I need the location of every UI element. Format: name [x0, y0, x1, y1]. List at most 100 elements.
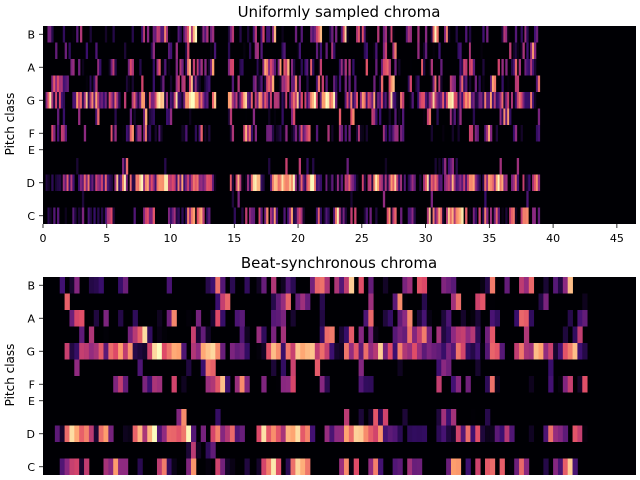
heatmap-cell-B	[382, 277, 389, 294]
heatmap-cell-F	[248, 125, 252, 142]
heatmap-cell-G#	[127, 75, 131, 92]
heatmap-cell-G	[329, 92, 332, 109]
heatmap-cell-B	[162, 26, 165, 43]
heatmap-cell-G	[321, 92, 324, 109]
heatmap-cell-A	[518, 59, 521, 76]
heatmap-cell-G	[152, 92, 155, 109]
heatmap-cell-G	[74, 343, 80, 360]
heatmap-cell-C	[108, 207, 111, 224]
heatmap-cell-F	[183, 125, 186, 142]
heatmap-cell-C	[455, 207, 458, 224]
heatmap-cell-D	[261, 425, 267, 442]
heatmap-cell-A	[93, 310, 100, 327]
heatmap-cell-D	[434, 174, 437, 191]
heatmap-cell-D	[93, 174, 96, 191]
heatmap-cell-F	[488, 125, 491, 142]
heatmap-cell-G	[229, 343, 236, 360]
heatmap-cell-G	[211, 92, 215, 109]
heatmap-cell-G	[460, 343, 466, 360]
heatmap-cell-C	[394, 207, 397, 224]
heatmap-cell-A#	[167, 42, 171, 59]
heatmap-cell-D	[290, 425, 296, 442]
heatmap-cell-A	[281, 59, 284, 76]
heatmap-cell-F#	[137, 359, 143, 376]
heatmap-cell-B	[79, 26, 83, 43]
heatmap-cell-A#	[375, 42, 378, 59]
heatmap-cell-D	[154, 174, 157, 191]
heatmap-cell-G#	[516, 75, 520, 92]
heatmap-cell-D	[220, 425, 226, 442]
heatmap-cell-F#	[507, 108, 510, 125]
heatmap-cell-F#	[268, 108, 271, 125]
heatmap-cell-F	[204, 125, 207, 142]
heatmap-cell-A#	[210, 42, 213, 59]
heatmap-cell-A	[270, 59, 273, 76]
heatmap-cell-A	[129, 59, 133, 76]
heatmap-cell-C	[225, 458, 231, 475]
heatmap-cell-A#	[382, 42, 386, 59]
heatmap-cell-D	[494, 425, 501, 442]
heatmap-cell-G	[402, 343, 408, 360]
heatmap-cell-A	[470, 310, 476, 327]
heatmap-cell-C	[72, 207, 75, 224]
heatmap-cell-G	[280, 343, 287, 360]
heatmap-cell-A#	[333, 42, 336, 59]
heatmap-cell-C	[319, 207, 323, 224]
heatmap-cell-C	[300, 207, 303, 224]
heatmap-cell-G	[482, 92, 485, 109]
heatmap-cell-B	[143, 26, 146, 43]
heatmap-cell-B	[98, 277, 104, 294]
heatmap-cell-B	[342, 26, 345, 43]
heatmap-cell-G	[357, 92, 361, 109]
heatmap-cell-D	[270, 174, 273, 191]
heatmap-cell-G	[175, 92, 178, 109]
heatmap-cell-G#	[192, 75, 196, 92]
heatmap-cell-G#	[169, 75, 173, 92]
heatmap-cell-G#	[319, 326, 325, 343]
heatmap-cell-B	[434, 26, 437, 43]
heatmap-cell-D	[137, 174, 140, 191]
heatmap-cell-B	[417, 26, 420, 43]
heatmap-cell-F	[468, 125, 472, 142]
y-tick-label: A	[27, 312, 35, 325]
heatmap-cell-A	[304, 59, 307, 76]
heatmap-cell-G	[348, 92, 351, 109]
heatmap-cell-D	[99, 174, 102, 191]
heatmap-cell-F	[148, 125, 152, 142]
heatmap-cell-C	[378, 458, 384, 475]
heatmap-cell-F#	[459, 108, 462, 125]
heatmap-cell-A#	[480, 42, 483, 59]
heatmap-cell-G	[198, 92, 201, 109]
heatmap-cell-G#	[348, 75, 351, 92]
heatmap-cell-A	[186, 310, 192, 327]
heatmap-cell-F	[122, 125, 125, 142]
heatmap-cell-A	[312, 59, 315, 76]
heatmap-cell-D	[315, 174, 319, 191]
heatmap-cell-D	[175, 174, 178, 191]
heatmap-cell-D	[194, 174, 198, 191]
heatmap-cell-F	[430, 125, 433, 142]
heatmap-cell-A	[229, 59, 233, 76]
heatmap-cell-A#	[260, 42, 263, 59]
heatmap-cell-F#	[114, 108, 117, 125]
heatmap-cell-F#	[280, 359, 287, 376]
x-tick-label: 40	[546, 232, 560, 245]
heatmap-cell-D	[167, 174, 171, 191]
heatmap-cell-C	[512, 207, 516, 224]
heatmap-cell-G#	[196, 75, 199, 92]
heatmap-cell-F	[358, 376, 364, 393]
heatmap-cell-G	[375, 92, 378, 109]
heatmap-cell-D	[548, 425, 554, 442]
heatmap-cell-B	[118, 277, 124, 294]
heatmap-cell-F	[390, 125, 393, 142]
heatmap-cell-G	[189, 92, 192, 109]
heatmap-cell-B	[363, 26, 367, 43]
heatmap-cell-D	[488, 174, 491, 191]
heatmap-cell-D	[373, 174, 376, 191]
heatmap-cell-G	[323, 92, 326, 109]
heatmap-cell-G#	[485, 326, 491, 343]
heatmap-cell-A#	[338, 42, 342, 59]
heatmap-cell-D	[254, 174, 257, 191]
heatmap-cell-B	[271, 277, 277, 294]
heatmap-cell-G	[106, 92, 110, 109]
